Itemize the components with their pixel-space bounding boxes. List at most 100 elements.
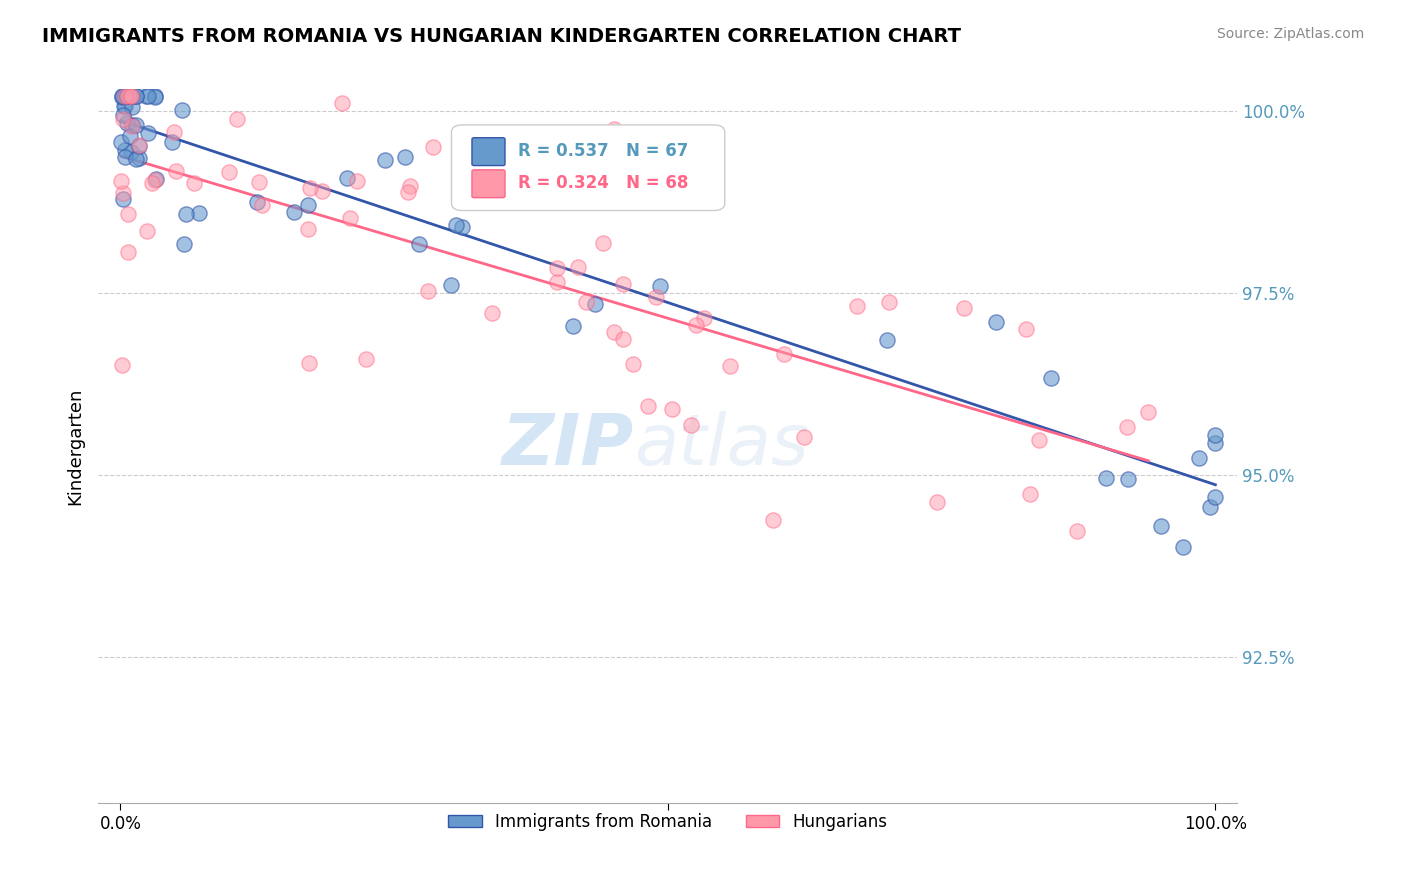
Hungarians xyxy=(299,181,322,195)
Hungarians xyxy=(1028,434,1050,448)
Hungarians xyxy=(226,112,249,127)
Immigrants from Romania xyxy=(283,204,305,219)
Immigrants from Romania xyxy=(111,89,134,103)
Hungarians xyxy=(117,89,139,103)
Hungarians xyxy=(297,356,319,370)
Immigrants from Romania xyxy=(1040,371,1063,385)
Hungarians xyxy=(718,359,741,374)
Hungarians xyxy=(546,261,568,276)
Immigrants from Romania xyxy=(136,126,159,140)
Hungarians xyxy=(396,186,419,200)
Text: atlas: atlas xyxy=(634,411,808,481)
Hungarians xyxy=(163,125,186,139)
Immigrants from Romania xyxy=(112,99,135,113)
Immigrants from Romania xyxy=(188,205,211,219)
Immigrants from Romania xyxy=(120,89,142,103)
Hungarians xyxy=(845,299,868,313)
Immigrants from Romania xyxy=(114,99,136,113)
Hungarians xyxy=(481,306,503,320)
FancyBboxPatch shape xyxy=(472,169,505,198)
Immigrants from Romania xyxy=(145,90,167,104)
Immigrants from Romania xyxy=(336,171,359,186)
Hungarians xyxy=(110,174,132,188)
Hungarians xyxy=(117,207,139,221)
Immigrants from Romania xyxy=(1188,451,1211,466)
Hungarians xyxy=(612,277,634,292)
Immigrants from Romania xyxy=(115,89,138,103)
Immigrants from Romania xyxy=(121,118,143,132)
Immigrants from Romania xyxy=(439,278,461,293)
Immigrants from Romania xyxy=(374,153,396,167)
Hungarians xyxy=(1115,420,1137,434)
Immigrants from Romania xyxy=(408,236,430,251)
Immigrants from Romania xyxy=(111,108,134,122)
Hungarians xyxy=(418,285,440,299)
Immigrants from Romania xyxy=(986,315,1008,329)
Immigrants from Romania xyxy=(115,89,138,103)
Hungarians xyxy=(112,112,135,126)
Hungarians xyxy=(623,357,645,371)
Immigrants from Romania xyxy=(1204,436,1226,450)
Immigrants from Romania xyxy=(128,151,150,165)
Immigrants from Romania xyxy=(120,89,142,103)
Y-axis label: Kindergarten: Kindergarten xyxy=(66,387,84,505)
Hungarians xyxy=(661,402,683,417)
Immigrants from Romania xyxy=(173,236,195,251)
Hungarians xyxy=(603,121,626,136)
Hungarians xyxy=(1066,524,1088,538)
Immigrants from Romania xyxy=(1171,541,1194,555)
Immigrants from Romania xyxy=(117,89,139,103)
Immigrants from Romania xyxy=(121,89,143,103)
Text: Source: ZipAtlas.com: Source: ZipAtlas.com xyxy=(1216,27,1364,41)
Hungarians xyxy=(685,318,707,333)
Immigrants from Romania xyxy=(451,219,474,234)
Hungarians xyxy=(681,418,703,433)
Hungarians xyxy=(793,430,815,444)
Hungarians xyxy=(120,89,142,103)
Immigrants from Romania xyxy=(561,319,583,334)
Immigrants from Romania xyxy=(143,89,166,103)
Immigrants from Romania xyxy=(444,218,467,232)
Hungarians xyxy=(546,275,568,289)
Hungarians xyxy=(339,211,361,226)
Hungarians xyxy=(311,184,333,198)
Immigrants from Romania xyxy=(124,153,146,167)
Immigrants from Romania xyxy=(136,89,159,103)
Immigrants from Romania xyxy=(118,129,141,144)
Immigrants from Romania xyxy=(115,89,138,103)
Hungarians xyxy=(141,176,163,190)
Immigrants from Romania xyxy=(120,89,142,103)
Hungarians xyxy=(692,310,714,325)
Immigrants from Romania xyxy=(121,100,143,114)
Hungarians xyxy=(121,120,143,134)
Immigrants from Romania xyxy=(125,118,148,132)
FancyBboxPatch shape xyxy=(451,125,725,211)
Hungarians xyxy=(218,165,240,179)
Hungarians xyxy=(330,95,353,110)
Immigrants from Romania xyxy=(114,150,136,164)
Immigrants from Romania xyxy=(125,89,148,103)
Hungarians xyxy=(143,172,166,186)
Immigrants from Romania xyxy=(1204,428,1226,442)
Immigrants from Romania xyxy=(876,334,898,348)
Immigrants from Romania xyxy=(112,192,135,206)
Immigrants from Romania xyxy=(160,135,183,149)
Hungarians xyxy=(128,138,150,153)
Immigrants from Romania xyxy=(117,116,139,130)
Hungarians xyxy=(592,236,614,251)
Hungarians xyxy=(250,198,273,212)
Hungarians xyxy=(346,174,368,188)
Hungarians xyxy=(398,179,420,194)
Immigrants from Romania xyxy=(145,172,167,186)
Hungarians xyxy=(486,186,509,200)
Immigrants from Romania xyxy=(120,89,142,103)
Hungarians xyxy=(120,89,142,103)
Immigrants from Romania xyxy=(1199,500,1222,515)
Immigrants from Romania xyxy=(110,136,132,150)
Immigrants from Romania xyxy=(583,297,606,311)
Hungarians xyxy=(596,194,619,208)
Hungarians xyxy=(492,193,515,207)
Hungarians xyxy=(354,352,377,367)
Immigrants from Romania xyxy=(124,89,146,103)
Immigrants from Romania xyxy=(1116,472,1139,486)
